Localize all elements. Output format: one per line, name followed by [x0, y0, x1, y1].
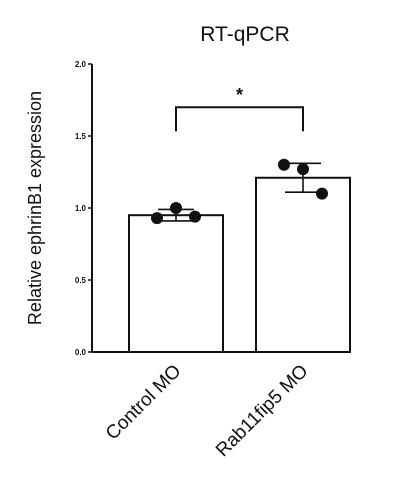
significance-label: * [236, 85, 243, 105]
chart-title: RT-qPCR [200, 23, 289, 46]
data-point [316, 187, 328, 200]
y-tick-label: 0.0 [75, 348, 87, 357]
data-point [170, 202, 182, 214]
y-tick-label: 0.5 [75, 276, 87, 285]
data-point [189, 210, 201, 223]
x-tick-label: Control MO [102, 361, 186, 445]
y-tick-label: 1.5 [75, 132, 87, 141]
y-axis-label: Relative ephrinB1 expression [25, 91, 45, 325]
data-point [278, 158, 290, 171]
data-point [151, 212, 163, 225]
bar [255, 176, 351, 353]
x-tick-label: Rab11fip5 MO [212, 361, 312, 461]
bar [128, 214, 224, 353]
significance-bracket [175, 106, 304, 132]
data-point [297, 163, 309, 176]
plot-area: 0.0 0.5 1.0 1.5 2.0 Control MO Rab11fip5 MO * [75, 60, 351, 461]
y-tick-label: 1.0 [75, 204, 87, 213]
y-tick-label: 2.0 [75, 60, 87, 69]
